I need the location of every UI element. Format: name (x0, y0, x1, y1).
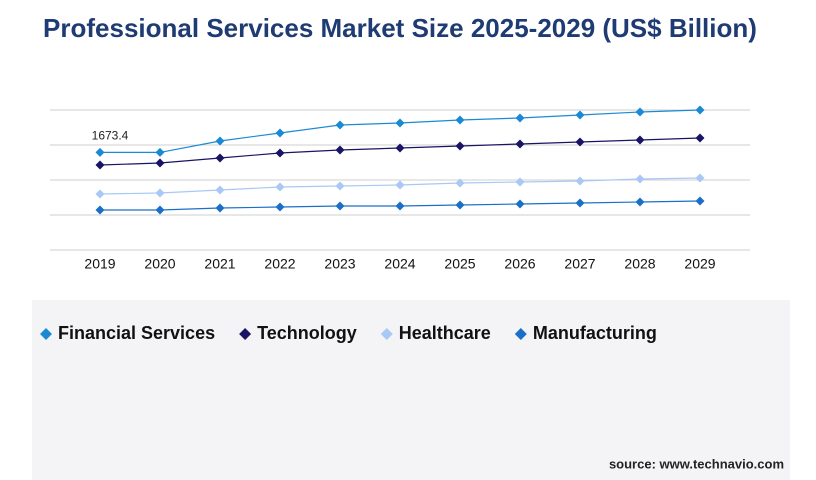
point (335, 145, 345, 155)
point (455, 141, 465, 151)
point (395, 180, 405, 190)
x-tick-label: 2029 (684, 256, 715, 272)
point (275, 148, 285, 158)
point (335, 120, 345, 130)
point (455, 115, 465, 125)
x-tick-label: 2021 (204, 256, 235, 272)
x-tick-label: 2026 (504, 256, 535, 272)
point (635, 107, 645, 117)
point (335, 181, 345, 191)
point (635, 174, 645, 184)
point (695, 196, 705, 206)
point (575, 176, 585, 186)
point (395, 118, 405, 128)
point (575, 137, 585, 147)
point (515, 199, 525, 209)
legend-marker (514, 328, 527, 340)
point (95, 189, 105, 199)
x-tick-label: 2020 (144, 256, 175, 272)
point (455, 200, 465, 210)
point (335, 201, 345, 211)
point (635, 197, 645, 207)
point (635, 135, 645, 145)
point (215, 136, 225, 146)
x-tick-label: 2027 (564, 256, 595, 272)
legend-marker (380, 328, 393, 340)
point (155, 205, 165, 215)
x-tick-label: 2022 (264, 256, 295, 272)
source: source: www.technavio.com (609, 456, 784, 471)
point (695, 173, 705, 183)
point (95, 147, 105, 157)
point (155, 188, 165, 198)
x-tick-label: 2019 (84, 256, 115, 272)
point (515, 139, 525, 149)
point (695, 105, 705, 115)
point (695, 133, 705, 143)
legend-panel (32, 300, 790, 480)
point (275, 182, 285, 192)
point (275, 202, 285, 212)
point (575, 198, 585, 208)
point (455, 178, 465, 188)
x-tick-label: 2024 (384, 256, 415, 272)
legend-label: Financial Services (58, 323, 215, 343)
point (275, 128, 285, 138)
x-tick-label: 2025 (444, 256, 475, 272)
point (515, 177, 525, 187)
legend-label: Technology (257, 323, 357, 343)
point (215, 185, 225, 195)
point (215, 203, 225, 213)
point (155, 147, 165, 157)
legend-marker (40, 328, 52, 340)
point (395, 143, 405, 153)
data-label: 1673.4 (92, 129, 129, 143)
legend-label: Manufacturing (533, 323, 657, 343)
legend-label: Healthcare (399, 323, 491, 343)
point (215, 153, 225, 163)
point (395, 201, 405, 211)
chart-title: Professional Services Market Size 2025-2… (43, 13, 757, 43)
point (95, 205, 105, 215)
legend-marker (239, 328, 252, 340)
x-tick-label: 2023 (324, 256, 355, 272)
x-tick-label: 2028 (624, 256, 655, 272)
point (575, 110, 585, 120)
point (515, 113, 525, 123)
point (95, 160, 105, 170)
point (155, 158, 165, 168)
